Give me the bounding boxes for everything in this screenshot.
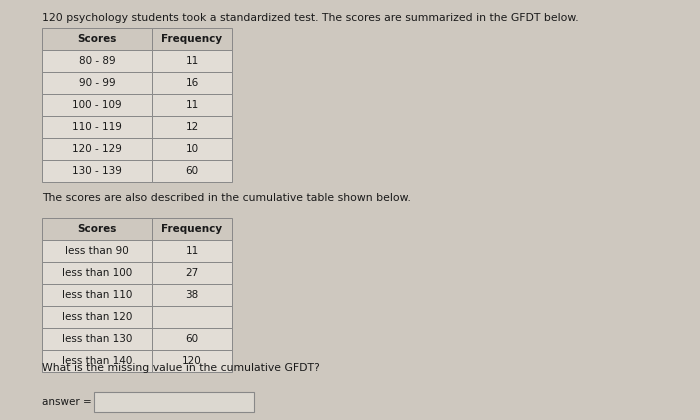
Bar <box>42 284 152 306</box>
Bar <box>152 28 232 50</box>
Text: answer =: answer = <box>42 397 92 407</box>
Bar <box>152 160 232 182</box>
Text: less than 140: less than 140 <box>62 356 132 366</box>
Bar <box>42 138 152 160</box>
Bar <box>152 72 232 94</box>
Text: 120 - 129: 120 - 129 <box>72 144 122 154</box>
Bar <box>42 306 152 328</box>
Text: 60: 60 <box>186 334 199 344</box>
Bar <box>152 306 232 328</box>
Bar <box>152 94 232 116</box>
Text: 11: 11 <box>186 100 199 110</box>
Bar <box>42 160 152 182</box>
Text: less than 100: less than 100 <box>62 268 132 278</box>
Text: less than 120: less than 120 <box>62 312 132 322</box>
Text: 10: 10 <box>186 144 199 154</box>
Text: What is the missing value in the cumulative GFDT?: What is the missing value in the cumulat… <box>42 363 320 373</box>
Text: 12: 12 <box>186 122 199 132</box>
Text: 60: 60 <box>186 166 199 176</box>
Text: 38: 38 <box>186 290 199 300</box>
Text: 130 - 139: 130 - 139 <box>72 166 122 176</box>
Text: 11: 11 <box>186 246 199 256</box>
Bar <box>152 328 232 350</box>
Bar <box>42 94 152 116</box>
Bar <box>152 50 232 72</box>
Text: 11: 11 <box>186 56 199 66</box>
Text: Scores: Scores <box>77 34 117 44</box>
Text: less than 130: less than 130 <box>62 334 132 344</box>
Bar <box>42 72 152 94</box>
Bar <box>152 284 232 306</box>
Bar <box>42 218 152 240</box>
Bar <box>152 240 232 262</box>
Text: Frequency: Frequency <box>162 224 223 234</box>
Text: 90 - 99: 90 - 99 <box>78 78 116 88</box>
Bar <box>42 116 152 138</box>
Bar <box>152 350 232 372</box>
Text: 110 - 119: 110 - 119 <box>72 122 122 132</box>
Bar <box>42 262 152 284</box>
Text: 80 - 89: 80 - 89 <box>78 56 116 66</box>
Text: 27: 27 <box>186 268 199 278</box>
Bar <box>152 116 232 138</box>
Bar <box>42 50 152 72</box>
Text: 120: 120 <box>182 356 202 366</box>
Text: Frequency: Frequency <box>162 34 223 44</box>
Bar <box>94 392 254 412</box>
Text: less than 90: less than 90 <box>65 246 129 256</box>
Bar <box>42 350 152 372</box>
Text: Scores: Scores <box>77 224 117 234</box>
Text: 100 - 109: 100 - 109 <box>72 100 122 110</box>
Text: 120 psychology students took a standardized test. The scores are summarized in t: 120 psychology students took a standardi… <box>42 13 579 23</box>
Bar <box>152 262 232 284</box>
Text: 16: 16 <box>186 78 199 88</box>
Bar <box>42 240 152 262</box>
Bar <box>152 218 232 240</box>
Bar <box>42 328 152 350</box>
Bar <box>42 28 152 50</box>
Text: The scores are also described in the cumulative table shown below.: The scores are also described in the cum… <box>42 193 411 203</box>
Bar <box>152 138 232 160</box>
Text: less than 110: less than 110 <box>62 290 132 300</box>
